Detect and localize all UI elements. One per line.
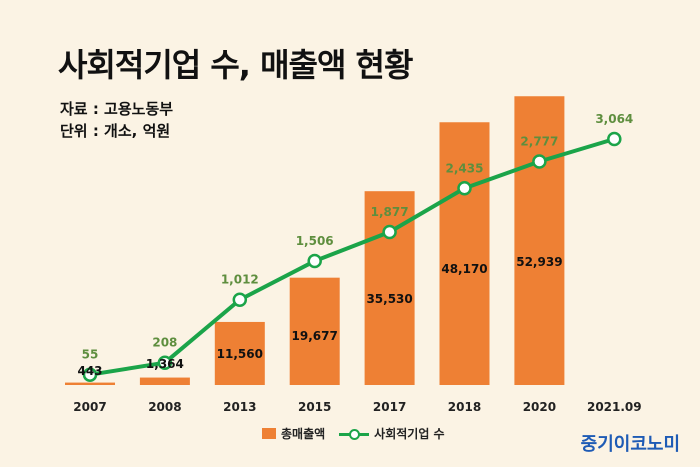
line-point-2021.09	[607, 131, 622, 147]
bar-2013	[214, 321, 265, 385]
source-note: 자료 : 고용노동부	[60, 100, 174, 118]
legend-bar-label: 총매출액	[281, 427, 326, 441]
chart-title: 사회적기업 수, 매출액 현황	[58, 46, 413, 84]
line-label-2015: 1,506	[296, 234, 334, 248]
x-tick-2013: 2013	[223, 400, 256, 414]
x-tick-2021.09: 2021.09	[587, 400, 642, 414]
x-tick-2007: 2007	[73, 400, 106, 414]
legend-bar-swatch	[262, 428, 276, 439]
x-tick-2020: 2020	[523, 400, 556, 414]
line-series	[89, 137, 615, 377]
unit-note: 단위 : 개소, 억원	[60, 122, 171, 140]
line-point-2013	[232, 292, 248, 307]
bar-2008	[139, 377, 190, 385]
legend-line-swatch	[339, 428, 370, 440]
bar-2015	[289, 277, 340, 385]
bar-2007	[65, 382, 115, 385]
line-point-2017	[382, 224, 397, 240]
line-point-2020	[532, 154, 547, 169]
line-label-2021.09: 3,064	[595, 112, 633, 126]
bar-label-2013: 11,560	[217, 347, 263, 361]
line-point-2015	[307, 253, 322, 269]
legend: 총매출액 사회적기업 수	[262, 425, 445, 442]
bar-2020	[514, 96, 565, 385]
line-label-2020: 2,777	[520, 134, 558, 148]
bar-label-2015: 19,677	[292, 329, 338, 343]
bar-label-2020: 52,939	[516, 255, 562, 269]
line-label-2018: 2,435	[446, 161, 484, 175]
x-tick-2018: 2018	[448, 400, 481, 414]
line-label-2017: 1,877	[371, 205, 409, 219]
bar-2018	[439, 122, 490, 385]
legend-line-label: 사회적기업 수	[374, 427, 445, 441]
bar-label-2007: 443	[77, 364, 102, 378]
brand-logo: 중기이코노미	[580, 434, 680, 455]
x-tick-2008: 2008	[148, 400, 181, 414]
line-point-2007	[82, 367, 98, 382]
bar-label-2008: 1,364	[146, 357, 184, 371]
line-point-2018	[457, 181, 472, 196]
line-label-2007: 55	[82, 348, 99, 362]
line-label-2008: 208	[152, 336, 177, 350]
line-label-2013: 1,012	[221, 273, 259, 287]
bar-label-2018: 48,170	[441, 262, 487, 276]
x-tick-2015: 2015	[298, 400, 331, 414]
x-tick-2017: 2017	[373, 400, 406, 414]
bar-label-2017: 35,530	[366, 292, 412, 306]
line-point-2008	[157, 355, 173, 370]
